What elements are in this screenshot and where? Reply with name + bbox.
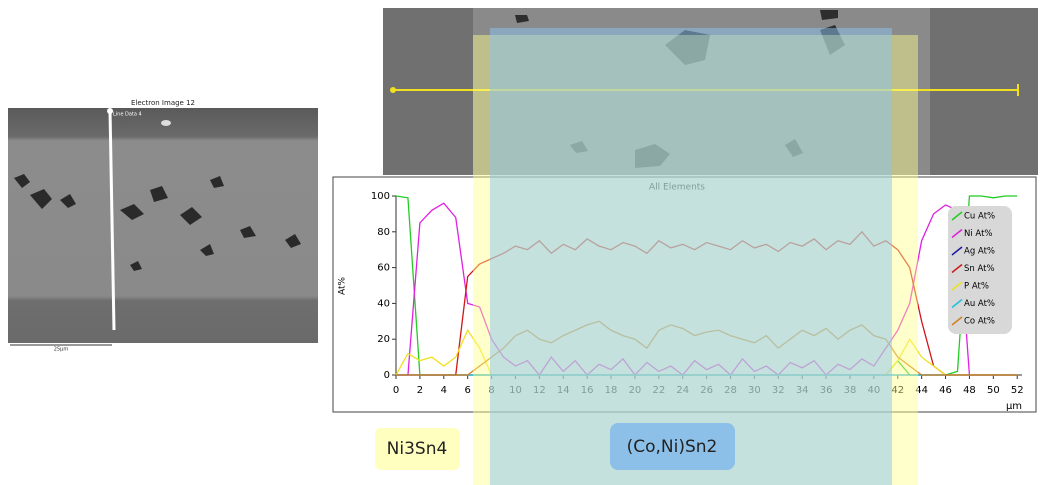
x-tick-label: 50 xyxy=(987,385,1000,396)
legend-label: Ag At% xyxy=(964,247,995,257)
x-axis-label: µm xyxy=(1006,401,1022,412)
x-tick-label: 4 xyxy=(441,385,447,396)
y-tick-label: 80 xyxy=(377,227,390,238)
x-tick-label: 2 xyxy=(417,385,423,396)
legend-label: Co At% xyxy=(964,317,995,327)
x-tick-label: 46 xyxy=(939,385,952,396)
y-axis-label: At% xyxy=(338,277,348,296)
y-tick-label: 100 xyxy=(371,191,390,202)
annotation: (Co,Ni)Sn2 xyxy=(627,437,718,457)
sem-image: Line Data 4 Electron Image 12 25µm xyxy=(8,99,318,353)
legend-label: Ni At% xyxy=(964,229,993,239)
legend-label: Sn At% xyxy=(964,264,995,274)
cosn2-band xyxy=(490,28,892,485)
y-tick-label: 0 xyxy=(384,370,390,381)
line-label: Line Data 4 xyxy=(113,112,142,118)
scale-label: 25µm xyxy=(54,347,69,353)
x-tick-label: 48 xyxy=(963,385,976,396)
x-tick-label: 0 xyxy=(393,385,399,396)
legend-label: Cu At% xyxy=(964,212,995,222)
figure: Line Data 4 Electron Image 12 25µm All E… xyxy=(0,0,1043,485)
y-tick-label: 60 xyxy=(377,263,390,274)
x-tick-label: 52 xyxy=(1011,385,1024,396)
legend-label: P At% xyxy=(964,282,989,292)
legend-label: Au At% xyxy=(964,299,995,309)
y-tick-label: 20 xyxy=(377,334,390,345)
annotation: Ni3Sn4 xyxy=(387,439,448,459)
x-tick-label: 6 xyxy=(464,385,470,396)
y-tick-label: 40 xyxy=(377,298,390,309)
image-title: Electron Image 12 xyxy=(131,99,195,107)
